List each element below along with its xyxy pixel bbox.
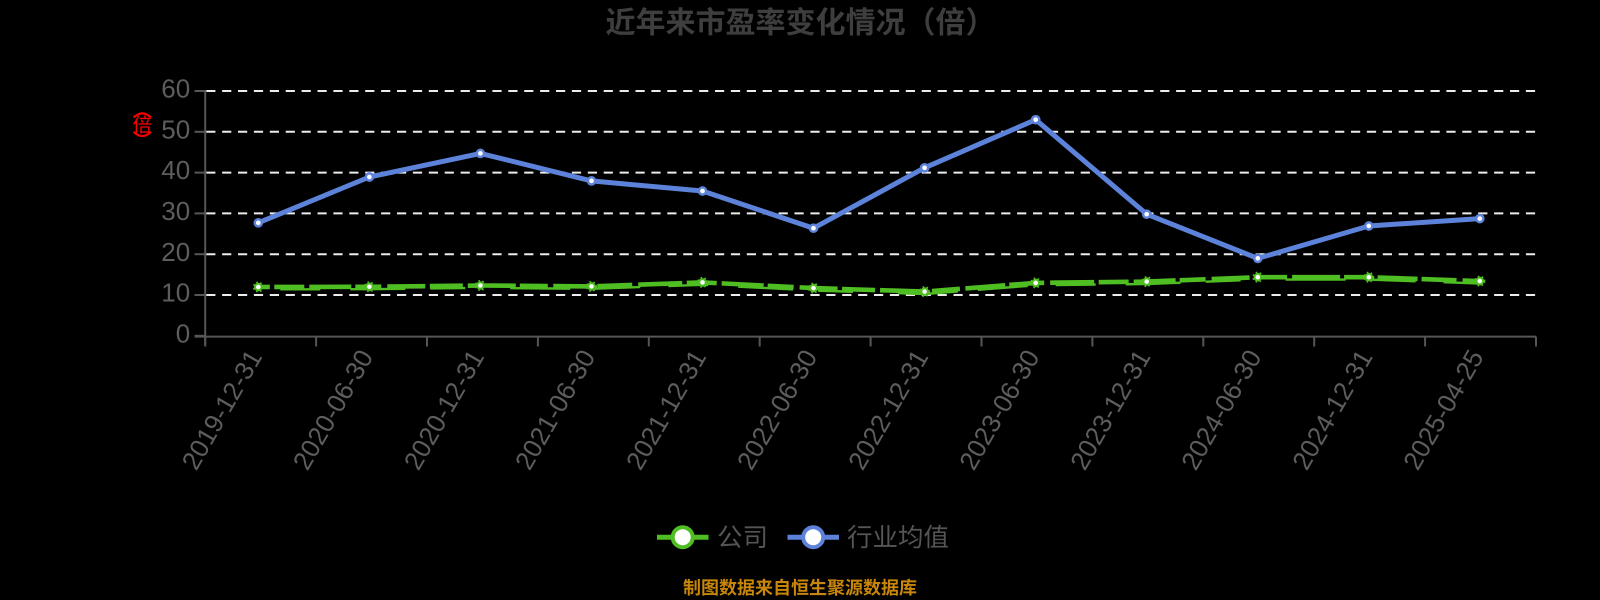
svg-text:10: 10 [161,278,190,308]
svg-text:50: 50 [161,114,190,144]
svg-text:30: 30 [161,196,190,226]
svg-text:60: 60 [161,74,190,104]
svg-text:40: 40 [161,155,190,185]
svg-text:0: 0 [176,318,190,348]
svg-text:20: 20 [161,237,190,267]
